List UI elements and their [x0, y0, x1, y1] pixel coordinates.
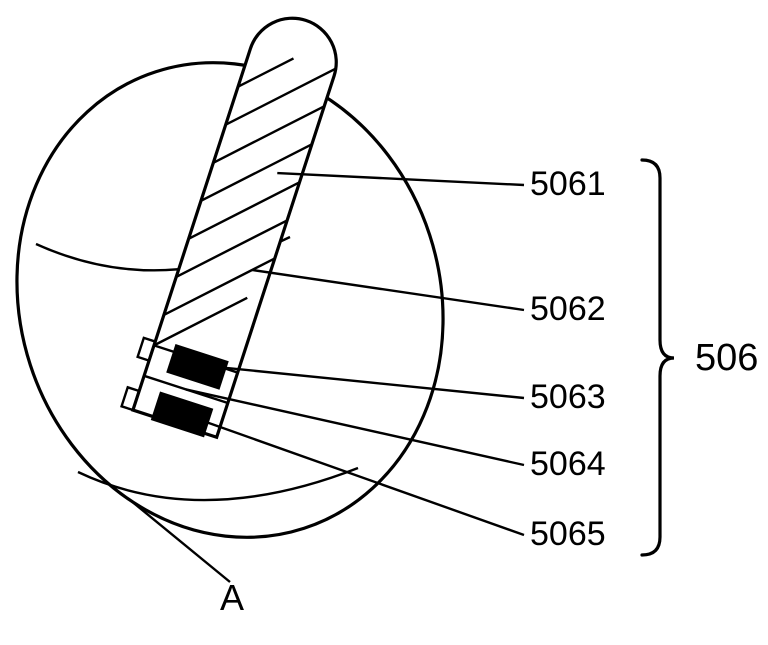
label-5062: 5062	[530, 290, 606, 328]
label-5065: 5065	[530, 515, 606, 553]
leader-line-5065	[179, 412, 524, 535]
leader-line-A	[130, 500, 230, 582]
leader-line-5064	[186, 389, 524, 465]
label-5063: 5063	[530, 378, 606, 416]
slot-group	[120, 3, 347, 441]
leader-line-5063	[194, 365, 524, 398]
label-5061: 5061	[530, 165, 606, 203]
label-5064: 5064	[530, 445, 606, 483]
slot-outline	[133, 7, 348, 437]
surface-arc-1	[78, 468, 358, 500]
group-label-506: 506	[695, 337, 758, 379]
brace	[642, 160, 674, 555]
leader-line-5062	[252, 270, 524, 310]
label-A: A	[220, 577, 244, 618]
diagram-canvas: 5061 5062 5063 5064 5065 506 A	[0, 0, 768, 645]
